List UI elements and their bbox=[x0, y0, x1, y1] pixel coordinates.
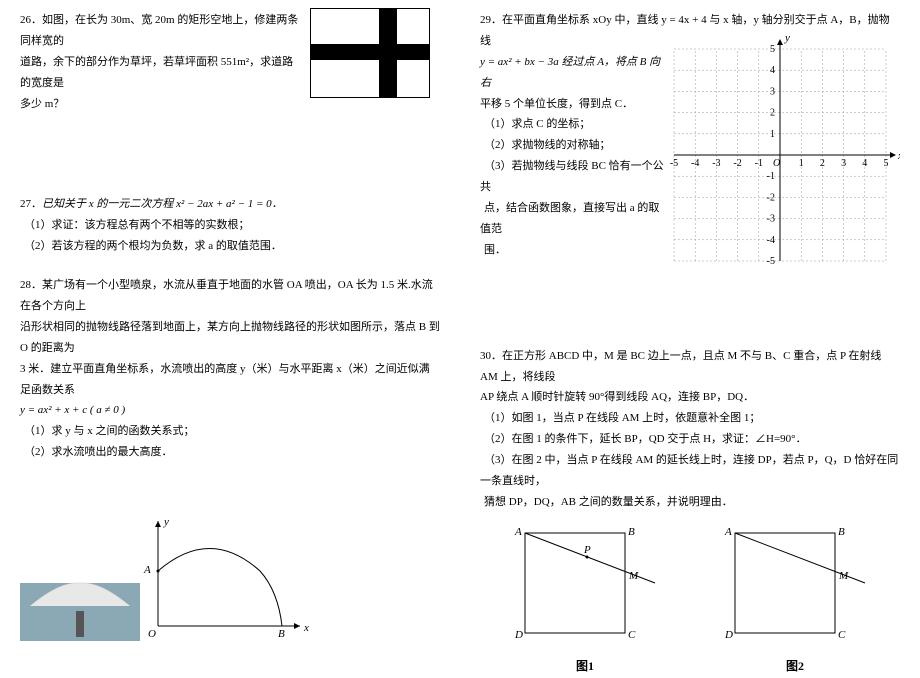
x-arrow-icon bbox=[294, 623, 300, 629]
svg-text:M: M bbox=[838, 570, 849, 582]
svg-text:2: 2 bbox=[770, 108, 775, 119]
figure-1-box: A B C D M P 图1 bbox=[505, 523, 665, 678]
text: 平移 5 个单位长度，得到点 C． bbox=[480, 98, 633, 110]
svg-text:-1: -1 bbox=[767, 171, 775, 182]
sub-item: （3）在图 2 中，当点 P 在线段 AM 的延长线上时，连接 DP，若点 P，… bbox=[480, 454, 898, 487]
svg-text:2: 2 bbox=[820, 158, 825, 169]
figure-2-box: A B C D M 图2 bbox=[715, 523, 875, 678]
svg-text:5: 5 bbox=[884, 158, 889, 169]
y-arrow-icon bbox=[155, 521, 161, 527]
svg-text:-3: -3 bbox=[712, 158, 720, 169]
problem-29: 29．在平面直角坐标系 xOy 中，直线 y = 4x + 4 与 x 轴，y … bbox=[480, 10, 900, 261]
svg-text:A: A bbox=[724, 526, 732, 538]
svg-text:O: O bbox=[773, 158, 780, 169]
problem-28: 28．某广场有一个小型喷泉，水流从垂直于地面的水管 OA 喷出，OA 长为 1.… bbox=[20, 275, 440, 463]
right-column: 29．在平面直角坐标系 xOy 中，直线 y = 4x + 4 与 x 轴，y … bbox=[460, 0, 920, 654]
formula: y = ax² + x + c ( a ≠ 0 ) bbox=[20, 404, 125, 416]
svg-text:-1: -1 bbox=[755, 158, 763, 169]
svg-text:1: 1 bbox=[799, 158, 804, 169]
svg-text:M: M bbox=[628, 570, 639, 582]
origin-label: O bbox=[148, 628, 156, 640]
text: y = ax² + bx − 3a 经过点 A，将点 B 向右 bbox=[480, 56, 660, 89]
pipe-shape bbox=[76, 611, 84, 637]
problem-number: 29． bbox=[480, 14, 502, 26]
text: 如图，在长为 30m、宽 20m 的矩形空地上，修建两条同样宽的 bbox=[20, 14, 298, 47]
svg-text:-2: -2 bbox=[733, 158, 741, 169]
sub-item: 点，结合函数图象，直接写出 a 的取值范 bbox=[480, 202, 659, 235]
problem-number: 27． bbox=[20, 198, 42, 210]
svg-text:P: P bbox=[583, 544, 591, 556]
sub-item: （1）求点 C 的坐标； bbox=[480, 118, 590, 130]
text: 3 米．建立平面直角坐标系，水流喷出的高度 y（米）与水平距离 x（米）之间近似… bbox=[20, 363, 430, 396]
svg-text:x: x bbox=[897, 150, 900, 162]
left-column: 26．如图，在长为 30m、宽 20m 的矩形空地上，修建两条同样宽的 道路，余… bbox=[0, 0, 460, 654]
svg-text:y: y bbox=[784, 35, 790, 44]
point-a-label: A bbox=[143, 564, 151, 576]
figure-1-svg: A B C D M P bbox=[505, 523, 665, 643]
coordinate-grid: -5 -4 -3 -2 -1 1 2 3 4 5 -5 -4 -3 -2 -1 1 2 3 4 5 Ox y bbox=[660, 35, 900, 275]
svg-text:4: 4 bbox=[862, 158, 867, 169]
svg-text:3: 3 bbox=[841, 158, 846, 169]
fountain-figure: O A B x y bbox=[20, 511, 320, 644]
svg-text:B: B bbox=[838, 526, 845, 538]
svg-text:-3: -3 bbox=[767, 214, 775, 225]
text: 在正方形 ABCD 中，M 是 BC 边上一点，且点 M 不与 B、C 重合，点… bbox=[480, 350, 881, 383]
geometry-figures-row: A B C D M P 图1 A B C D M 图2 bbox=[480, 523, 900, 678]
sub-item: （1）求 y 与 x 之间的函数关系式； bbox=[20, 425, 195, 437]
y-axis-label: y bbox=[163, 516, 169, 528]
horizontal-road bbox=[311, 44, 429, 60]
parabola-curve bbox=[158, 549, 282, 627]
problem-number: 28． bbox=[20, 279, 42, 291]
fountain-svg: O A B x y bbox=[20, 511, 320, 641]
point-a-dot bbox=[157, 570, 160, 573]
svg-text:C: C bbox=[838, 629, 846, 641]
svg-text:-2: -2 bbox=[767, 192, 775, 203]
problem-30: 30．在正方形 ABCD 中，M 是 BC 边上一点，且点 M 不与 B、C 重… bbox=[480, 346, 900, 678]
point-b-label: B bbox=[278, 628, 285, 640]
text: 沿形状相同的抛物线路径落到地面上，某方向上抛物线路径的形状如图所示，落点 B 到… bbox=[20, 321, 440, 354]
problem-27: 27．已知关于 x 的一元二次方程 x² − 2ax + a² − 1 = 0．… bbox=[20, 194, 440, 257]
svg-text:D: D bbox=[724, 629, 733, 641]
figure-2-caption: 图2 bbox=[715, 655, 875, 678]
svg-text:-5: -5 bbox=[670, 158, 678, 169]
svg-text:D: D bbox=[514, 629, 523, 641]
sub-item: （2）求抛物线的对称轴； bbox=[480, 139, 611, 151]
sub-item: （1）如图 1，当点 P 在线段 AM 上时，依题意补全图 1； bbox=[480, 412, 760, 424]
figure-2-svg: A B C D M bbox=[715, 523, 875, 643]
svg-text:B: B bbox=[628, 526, 635, 538]
text: 某广场有一个小型喷泉，水流从垂直于地面的水管 OA 喷出，OA 长为 1.5 米… bbox=[20, 279, 433, 312]
text: 多少 m？ bbox=[20, 98, 64, 110]
sub-item: （2）若该方程的两个根均为负数，求 a 的取值范围． bbox=[20, 240, 282, 252]
sub-item: （2）求水流喷出的最大高度． bbox=[20, 446, 173, 458]
grid-svg: -5 -4 -3 -2 -1 1 2 3 4 5 -5 -4 -3 -2 -1 1 2 3 4 5 Ox y bbox=[660, 35, 900, 275]
sub-item: 猜想 DP，DQ，AB 之间的数量关系，并说明理由． bbox=[480, 496, 733, 508]
sub-item: （3）若抛物线与线段 BC 恰有一个公共 bbox=[480, 160, 664, 193]
svg-text:-4: -4 bbox=[691, 158, 699, 169]
text: 已知关于 x 的一元二次方程 x² − 2ax + a² − 1 = 0． bbox=[42, 198, 283, 210]
text: 道路，余下的部分作为草坪，若草坪面积 551m²，求道路的宽度是 bbox=[20, 56, 293, 89]
sub-item: （2）在图 1 的条件下，延长 BP，QD 交于点 H，求证：∠H=90°． bbox=[480, 433, 807, 445]
svg-text:4: 4 bbox=[770, 65, 775, 76]
sub-item: 围． bbox=[480, 244, 506, 256]
svg-text:-4: -4 bbox=[767, 235, 775, 246]
sub-item: （1）求证：该方程总有两个不相等的实数根； bbox=[20, 219, 250, 231]
figure-1-caption: 图1 bbox=[505, 655, 665, 678]
problem-number: 30． bbox=[480, 350, 502, 362]
problem-number: 26． bbox=[20, 14, 42, 26]
text: AP 绕点 A 顺时针旋转 90°得到线段 AQ，连接 BP，DQ． bbox=[480, 391, 754, 403]
svg-text:1: 1 bbox=[770, 129, 775, 140]
road-figure bbox=[310, 8, 430, 98]
problem-26: 26．如图，在长为 30m、宽 20m 的矩形空地上，修建两条同样宽的 道路，余… bbox=[20, 10, 440, 114]
svg-text:C: C bbox=[628, 629, 636, 641]
svg-text:3: 3 bbox=[770, 86, 775, 97]
svg-text:-5: -5 bbox=[767, 256, 775, 267]
svg-text:5: 5 bbox=[770, 44, 775, 55]
x-axis-label: x bbox=[303, 622, 309, 634]
svg-text:A: A bbox=[514, 526, 522, 538]
